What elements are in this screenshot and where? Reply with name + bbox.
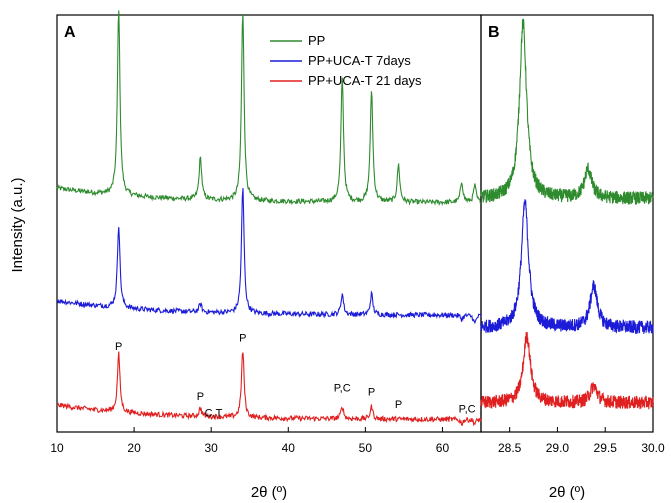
- legend: PP PP+UCA-T 7days PP+UCA-T 21 days: [270, 33, 422, 88]
- x-tick-label: 20: [127, 441, 141, 455]
- series-line-a-0: [56, 10, 482, 207]
- x-tick-label: 29.5: [594, 441, 618, 455]
- series-line-a-2: [56, 351, 482, 427]
- series-line-b-2: [480, 331, 654, 410]
- panel-b-frame: [480, 14, 654, 433]
- peak-annotation: P,C: [459, 403, 476, 415]
- peak-annotation: P,C: [334, 382, 351, 394]
- legend-label: PP: [308, 33, 325, 48]
- x-tick-label: 30.0: [641, 441, 665, 455]
- peak-annotation: P: [239, 332, 246, 344]
- x-tick-label: 40: [282, 441, 296, 455]
- peak-annotation: P: [115, 341, 122, 353]
- x-ticks-a: 10 20 30 40 50 60: [50, 427, 449, 455]
- peak-annotation: C,T: [205, 407, 223, 419]
- x-axis-title-a: 2θ (º): [251, 484, 287, 501]
- series-line-b-0: [480, 18, 654, 205]
- panel-b-label: B: [488, 24, 500, 41]
- series-panel-b: [480, 18, 654, 410]
- series-line-a-1: [57, 188, 482, 325]
- x-tick-label: 60: [436, 441, 450, 455]
- x-tick-label: 50: [359, 441, 373, 455]
- peak-annotation: P: [368, 387, 375, 399]
- peak-annotations: PPC,TPP,C PP P,C: [115, 332, 476, 419]
- y-axis-title: Intensity (a.u.): [9, 177, 26, 272]
- x-tick-label: 29.0: [546, 441, 570, 455]
- panel-a-label: A: [64, 24, 76, 41]
- peak-annotation: P: [197, 391, 204, 403]
- x-tick-label: 30: [205, 441, 219, 455]
- legend-label: PP+UCA-T 7days: [308, 53, 411, 68]
- x-tick-label: 10: [50, 441, 64, 455]
- series-line-b-1: [480, 199, 654, 335]
- x-ticks-b: 28.5 29.0 29.5 30.0: [498, 427, 665, 455]
- legend-label: PP+UCA-T 21 days: [308, 73, 422, 88]
- peak-annotation: P: [395, 399, 402, 411]
- x-axis-title-b: 2θ (º): [549, 484, 585, 501]
- x-tick-label: 28.5: [498, 441, 522, 455]
- series-panel-a: [56, 10, 482, 427]
